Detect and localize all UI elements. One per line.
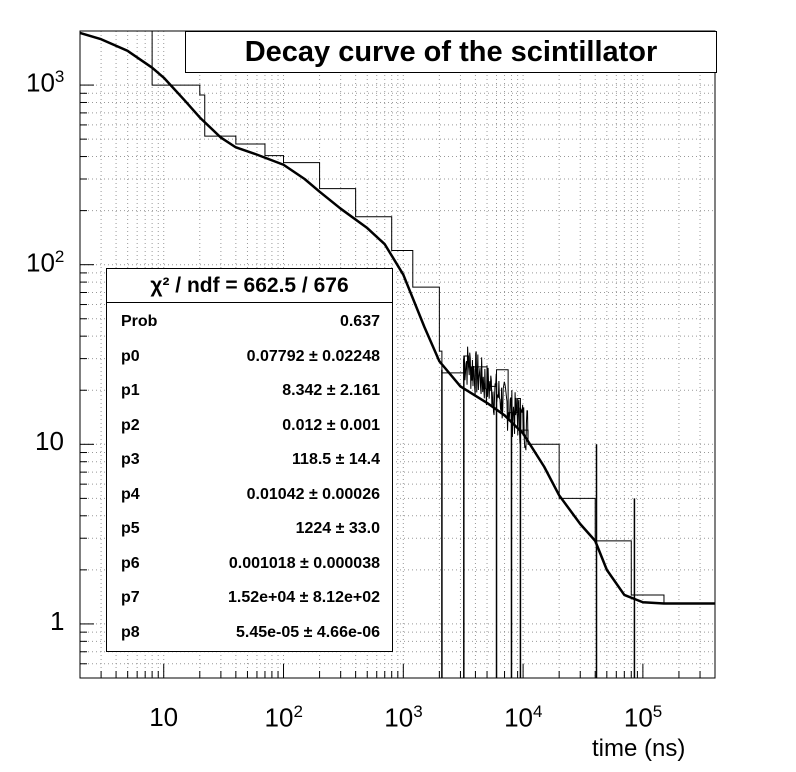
stats-row: p0 0.07792 ± 0.02248 (107, 340, 392, 374)
stats-key: p1 (121, 382, 140, 399)
histogram-series (80, 30, 715, 604)
stats-row: Prob 0.637 (107, 305, 392, 339)
x-tick-label: 102 (265, 702, 303, 734)
stats-row: p8 5.45e-05 ± 4.66e-06 (107, 616, 392, 650)
x-tick-label: 10 (149, 702, 178, 733)
x-axis-label: time (ns) (592, 735, 686, 762)
stats-value: 0.07792 ± 0.02248 (246, 347, 380, 365)
y-tick-label-exp: 3 (54, 67, 65, 87)
stats-row: p3 118.5 ± 14.4 (107, 443, 392, 477)
stats-value: 8.342 ± 2.161 (282, 382, 380, 399)
y-tick-label: 10 (35, 426, 64, 457)
stats-key: p8 (121, 623, 140, 641)
stats-row: p4 0.01042 ± 0.00026 (107, 478, 392, 512)
stats-key: p3 (121, 451, 140, 468)
stats-key: Prob (121, 313, 158, 330)
stats-value: 0.637 (339, 313, 380, 330)
x-tick-label-exp: 3 (413, 702, 423, 721)
x-tick-label-base: 10 (384, 702, 414, 733)
y-tick-label-base: 1 (50, 605, 65, 636)
stats-key: p4 (121, 485, 140, 503)
chart-title-box: Decay curve of the scintillator (185, 31, 717, 73)
stats-key: p2 (121, 416, 140, 434)
stats-row: p7 1.52e+04 ± 8.12e+02 (107, 581, 392, 615)
stats-key: p6 (121, 554, 140, 572)
x-tick-label: 105 (624, 702, 662, 734)
y-tick-label-base: 10 (26, 247, 55, 278)
stats-row: p1 8.342 ± 2.161 (107, 374, 392, 408)
y-tick-label: 102 (26, 247, 64, 279)
stats-value: 0.01042 ± 0.00026 (246, 485, 380, 503)
x-tick-label-base: 10 (149, 702, 179, 732)
stats-key: p7 (121, 589, 140, 606)
x-tick-label-base: 10 (264, 702, 294, 733)
stats-header: χ² / ndf = 662.5 / 676 (107, 269, 392, 303)
stats-row: p6 0.001018 ± 0.000038 (107, 547, 392, 581)
stats-key: p0 (121, 347, 140, 365)
stats-value: 1.52e+04 ± 8.12e+02 (227, 589, 380, 606)
fit-curve (79, 31, 715, 605)
y-tick-label-base: 10 (35, 426, 64, 457)
histogram-noise (463, 346, 529, 451)
stats-value: 1224 ± 33.0 (295, 520, 380, 537)
stats-value: 118.5 ± 14.4 (292, 451, 380, 468)
stats-value: 0.001018 ± 0.000038 (228, 554, 380, 572)
y-tick-label: 1 (50, 606, 64, 637)
stats-row: p2 0.012 ± 0.001 (107, 409, 392, 443)
x-tick-label: 104 (504, 702, 542, 734)
stats-row: p5 1224 ± 33.0 (107, 512, 392, 546)
x-tick-label-base: 10 (623, 702, 653, 733)
stats-value: 5.45e-05 ± 4.66e-06 (236, 623, 380, 641)
stats-key: p5 (121, 520, 140, 537)
x-tick-label-exp: 5 (652, 702, 663, 721)
x-tick-label-exp: 4 (533, 702, 543, 721)
x-tick-label-exp: 2 (293, 702, 303, 721)
x-tick-label-base: 10 (504, 702, 533, 733)
y-tick-label-base: 10 (26, 67, 55, 98)
fit-stats-box: χ² / ndf = 662.5 / 676 Prob 0.637 p0 0.0779… (106, 268, 393, 652)
y-tick-label: 103 (26, 67, 64, 99)
stats-value: 0.012 ± 0.001 (282, 416, 380, 434)
x-tick-label: 103 (384, 702, 422, 734)
y-tick-label-exp: 2 (54, 246, 65, 266)
chart-title: Decay curve of the scintillator (244, 35, 658, 68)
